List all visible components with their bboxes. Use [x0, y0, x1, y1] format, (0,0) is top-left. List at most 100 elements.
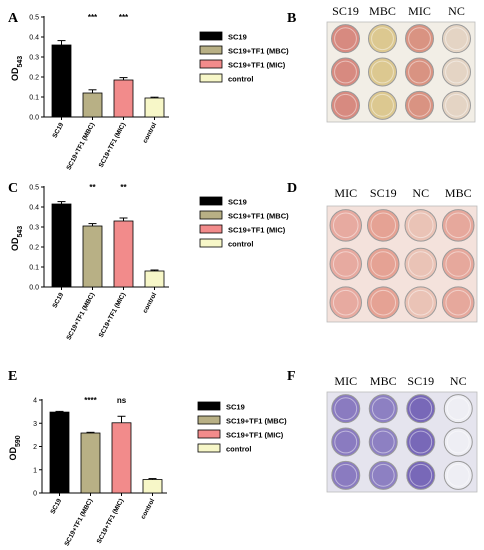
well-inner-rim [446, 463, 470, 487]
bar-sc19-tf1-mbc- [82, 92, 103, 118]
well-inner-rim [445, 251, 472, 277]
x-tick-label: SC19+TF1 (MIC) [96, 498, 126, 545]
bar-chart-a: 0.0 0.1 0.2 0.3 0.4 0.5 OD543 SC19 *** SC19+TF1 (… [10, 13, 289, 171]
well [404, 247, 437, 281]
legend-swatch [199, 196, 223, 206]
well-inner-rim [334, 397, 358, 421]
well-inner-rim [445, 289, 472, 316]
well-inner-rim [445, 60, 468, 84]
well [443, 427, 473, 457]
well [368, 460, 398, 490]
y-tick-label: 0 [33, 491, 37, 498]
legend-swatch [197, 429, 221, 439]
legend-label: SC19+TF1 (MIC) [226, 431, 284, 440]
well-inner-rim [334, 93, 357, 117]
well-inner-rim [371, 93, 394, 117]
well [406, 394, 436, 424]
well [367, 247, 400, 281]
well-inner-rim [445, 212, 472, 239]
legend-label: SC19+TF1 (MIC) [228, 226, 286, 235]
well-inner-rim [446, 397, 470, 421]
well [442, 57, 471, 87]
bar-chart-c: 0.0 0.1 0.2 0.3 0.4 0.5 OD543 SC19 ** SC19+TF1 (M… [10, 183, 289, 341]
y-tick-label: 1 [33, 467, 37, 474]
well-plate-photo-b: SC19 MBC MIC NC [326, 4, 476, 123]
bar-sc19-tf1-mbc- [82, 225, 103, 288]
x-tick-label: SC19+TF1 (MIC) [98, 122, 128, 169]
panel-letter-a: A [8, 11, 19, 26]
y-tick-label: 0.2 [29, 75, 39, 82]
plate-column-label: NC [450, 374, 467, 388]
panel-letter-d: D [287, 181, 297, 196]
well [443, 460, 473, 490]
y-tick-label: 0.1 [29, 95, 39, 102]
legend-swatch [199, 31, 223, 41]
bar-chart-e: 0 1 2 3 4 OD590 SC19 **** SC19+TF1 (MBC) ns SC19+T… [8, 396, 287, 547]
well [331, 394, 361, 424]
plate-column-label: MIC [408, 4, 431, 18]
plate-column-label: SC19 [407, 374, 434, 388]
well-inner-rim [370, 212, 397, 239]
legend-label: control [228, 240, 253, 249]
well [329, 247, 362, 281]
legend-swatch [199, 210, 223, 220]
plate-column-label: MBC [369, 4, 396, 18]
well [331, 24, 360, 54]
well-plate-photo-f: MIC MBC SC19 NC [326, 374, 478, 493]
plate-column-label: NC [448, 4, 465, 18]
legend-swatch [199, 45, 223, 55]
well [331, 57, 360, 87]
well-inner-rim [332, 251, 359, 277]
plate-column-label: MIC [334, 186, 357, 200]
well-inner-rim [409, 430, 433, 454]
y-tick-label: 0.2 [29, 245, 39, 252]
panel-letter-c: C [8, 181, 18, 196]
y-tick-label: 0.4 [29, 35, 39, 42]
well [329, 209, 362, 242]
x-tick-label: SC19 [49, 497, 63, 515]
well-inner-rim [371, 397, 395, 421]
legend-swatch [197, 401, 221, 411]
plate-column-label: MBC [445, 186, 472, 200]
legend-label: control [228, 75, 253, 84]
well-inner-rim [408, 93, 431, 117]
well [368, 90, 397, 120]
well [442, 209, 475, 242]
well-inner-rim [370, 289, 397, 316]
significance-label: ** [120, 183, 127, 192]
plate-column-label: SC19 [332, 4, 359, 18]
well-inner-rim [445, 93, 468, 117]
well-inner-rim [446, 430, 470, 454]
well-inner-rim [371, 60, 394, 84]
well-inner-rim [407, 289, 434, 316]
legend-swatch [199, 73, 223, 83]
y-tick-label: 2 [33, 444, 37, 451]
legend-label: SC19 [228, 198, 247, 207]
well [405, 24, 434, 54]
well [442, 247, 475, 281]
y-tick-label: 0.4 [29, 205, 39, 212]
plate-column-label: MIC [334, 374, 357, 388]
well-inner-rim [371, 27, 394, 51]
well [404, 286, 437, 319]
well-inner-rim [371, 430, 395, 454]
well [331, 90, 360, 120]
bar-control [142, 479, 163, 494]
well-inner-rim [334, 27, 357, 51]
legend-label: control [226, 445, 251, 454]
well-inner-rim [334, 430, 358, 454]
legend-swatch [199, 59, 223, 69]
well [368, 24, 397, 54]
y-tick-label: 0.5 [29, 185, 39, 192]
well [367, 209, 400, 242]
well-inner-rim [409, 463, 433, 487]
legend-label: SC19+TF1 (MBC) [226, 417, 287, 426]
x-tick-label: SC19+TF1 (MBC) [63, 498, 94, 548]
y-tick-label: 0.5 [29, 15, 39, 22]
x-tick-label: SC19+TF1 (MBC) [65, 122, 96, 172]
legend-label: SC19+TF1 (MIC) [228, 61, 286, 70]
y-axis-label: OD543 [10, 226, 24, 251]
x-tick-label: control [142, 121, 159, 144]
y-tick-label: 0.1 [29, 265, 39, 272]
well-plate-photo-d: MIC SC19 NC MBC [326, 186, 478, 323]
